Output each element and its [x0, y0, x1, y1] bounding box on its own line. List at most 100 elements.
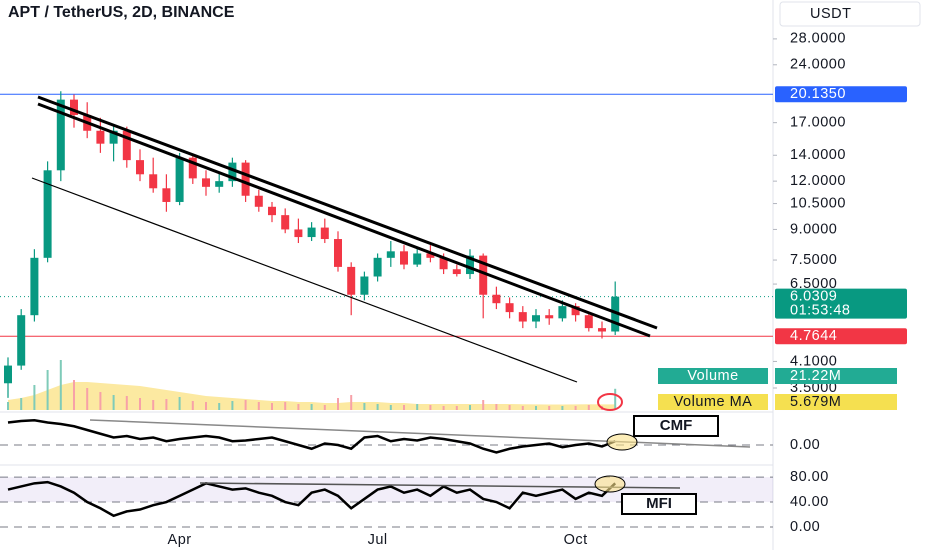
candle-body [492, 294, 501, 304]
highlight [594, 475, 626, 493]
volume-bar [257, 402, 260, 410]
x-tick-label: Jul [368, 532, 388, 548]
candle-body [400, 251, 408, 265]
y-tick-label: 0.00 [790, 437, 820, 453]
candle-body [202, 178, 210, 187]
x-tick-label: Oct [564, 532, 588, 548]
y-tick-label: 7.5000 [790, 252, 837, 268]
candle-body [109, 130, 118, 144]
candle-body [558, 306, 567, 319]
volume-bar [614, 388, 617, 410]
candle-body [122, 130, 131, 161]
candle-body [347, 266, 356, 295]
x-tick-label: Apr [168, 532, 192, 548]
volume-bar [482, 400, 485, 410]
legend-value: 5.679M [790, 394, 841, 410]
volume-bar [191, 401, 194, 410]
candle-body [505, 303, 514, 313]
candle-body [611, 296, 620, 332]
candle-body [584, 315, 593, 329]
volume-bar [389, 405, 392, 410]
legend-label: Volume MA [674, 394, 753, 410]
candle-body [426, 253, 435, 258]
volume-bar [376, 404, 379, 410]
volume-bar [112, 395, 115, 410]
candle-body [307, 227, 316, 238]
volume-bar [508, 405, 511, 410]
volume-bar [205, 402, 207, 410]
candle-body [56, 99, 65, 171]
trendline [37, 102, 651, 338]
y-tick-label: 24.0000 [790, 57, 846, 73]
y-tick-label: 6.5000 [790, 276, 837, 292]
volume-bar [46, 370, 49, 410]
candle-body [149, 174, 158, 189]
volume-bar [139, 398, 141, 410]
candle-body [96, 130, 105, 144]
candle-body [70, 99, 78, 115]
label-box [633, 415, 719, 437]
candle-body [268, 206, 276, 216]
candle-body [215, 181, 224, 187]
y-tick-label: 4.1000 [790, 353, 837, 369]
cmf-line [7, 418, 616, 454]
trendline [37, 95, 658, 330]
y-tick-label: 17.0000 [790, 114, 846, 130]
legend-value: 21.22M [790, 368, 841, 384]
volume-bar [284, 402, 287, 410]
volume-bar [442, 406, 445, 410]
y-tick-label: 80.00 [790, 469, 829, 485]
volume-bar [350, 395, 353, 410]
volume-bar [20, 398, 23, 410]
legend-box [658, 368, 768, 384]
volume-bar [178, 397, 181, 410]
volume-bar [73, 380, 75, 410]
volume-bar [218, 403, 221, 410]
currency[interactable]: USDT [810, 6, 851, 22]
currency-box[interactable] [779, 1, 921, 27]
volume-bar [297, 404, 300, 410]
volume-bar [574, 406, 577, 410]
y-tick-label: 28.0000 [790, 31, 846, 47]
candle-body [386, 251, 395, 258]
price-label-box [775, 288, 907, 319]
countdown: 01:53:48 [790, 302, 850, 318]
highlight [597, 393, 623, 411]
candle-body [188, 157, 197, 179]
volume-bar [271, 403, 273, 410]
volume-bar [587, 405, 590, 410]
candle-body [30, 257, 39, 316]
trendline [31, 177, 578, 383]
candle-body [162, 188, 171, 202]
mfi-line [7, 480, 617, 518]
volume-bar [455, 406, 458, 410]
candle-body [254, 195, 263, 207]
volume-bar [125, 396, 128, 410]
legend-box [658, 394, 768, 410]
candle-body [4, 365, 12, 384]
legend-label: Volume [687, 368, 738, 384]
price-label: 20.1350 [790, 86, 846, 102]
candle-body [571, 306, 580, 316]
price-label: 6.0309 [790, 288, 837, 304]
candle-body [518, 312, 527, 322]
y-tick-label: 12.0000 [790, 173, 846, 189]
volume-bar [59, 360, 62, 410]
candle-body [598, 328, 606, 332]
candle-body [532, 315, 540, 322]
candle-body [479, 255, 488, 295]
y-tick-label: 14.0000 [790, 147, 846, 163]
candle-body [334, 239, 342, 267]
volume-bar [33, 385, 36, 410]
volume-bar [403, 405, 405, 410]
price-label-box [775, 86, 907, 103]
y-tick-label: 9.0000 [790, 221, 837, 237]
candle-body [545, 315, 554, 319]
volume-bar [337, 398, 339, 410]
candle-body [17, 315, 26, 366]
candle-body [175, 157, 184, 202]
volume-bar [7, 402, 9, 410]
volume-bar [152, 400, 155, 410]
volume-bar [99, 392, 102, 410]
